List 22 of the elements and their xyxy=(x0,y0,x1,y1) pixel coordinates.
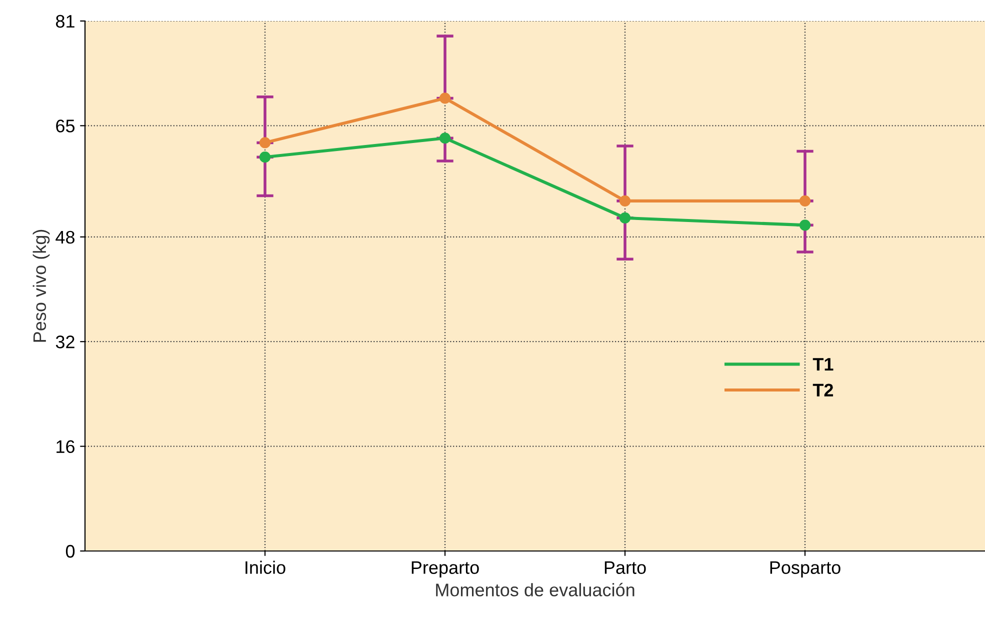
legend-label: T2 xyxy=(812,384,834,396)
y-tick-label: 16 xyxy=(56,440,74,454)
y-tick-label: 32 xyxy=(56,336,74,348)
point xyxy=(439,92,451,104)
point xyxy=(259,137,271,148)
point xyxy=(439,132,451,144)
point xyxy=(799,220,811,231)
point xyxy=(619,212,631,224)
legend-label: T1 xyxy=(812,358,834,370)
y-tick-label: 81 xyxy=(56,14,74,28)
x-tick-label: Posparto xyxy=(770,561,840,578)
x-axis-title: Momentos de evaluación xyxy=(436,582,634,596)
x-tick-label: Preparto xyxy=(412,561,479,578)
x-tick-label: Parto xyxy=(604,561,646,574)
point xyxy=(799,195,811,206)
y-axis-title: Peso vivo (kg) xyxy=(32,230,50,342)
x-tick-label: Inicio xyxy=(246,560,286,574)
y-tick-label: 65 xyxy=(56,120,75,132)
point xyxy=(619,195,631,206)
y-tick-label: 0 xyxy=(66,544,75,558)
point xyxy=(259,152,271,163)
y-tick-label: 48 xyxy=(56,230,74,244)
